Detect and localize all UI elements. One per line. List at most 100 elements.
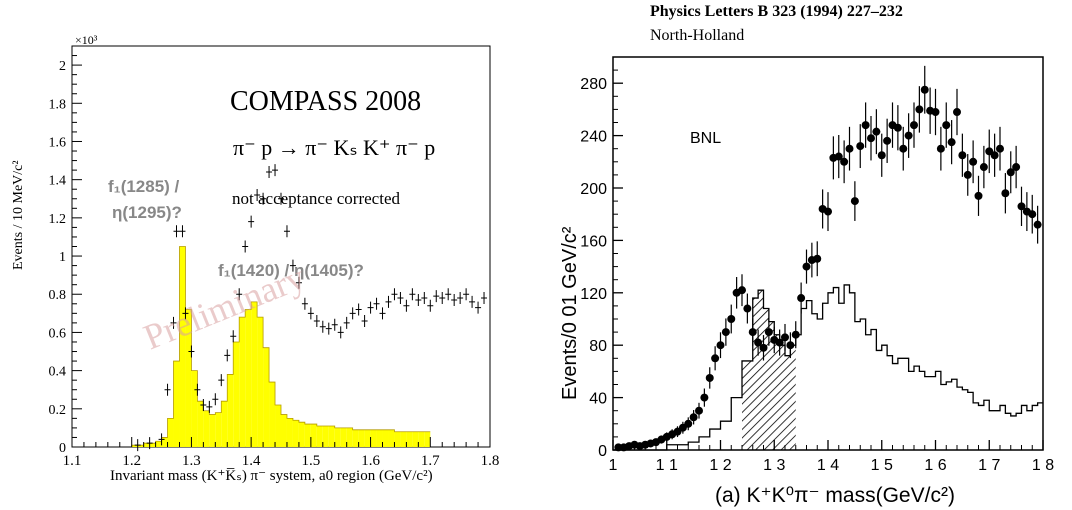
- y-tick-label: 1.8: [49, 97, 67, 112]
- histogram-bar: [424, 431, 431, 447]
- data-point: [775, 329, 784, 356]
- data-point: [200, 398, 207, 411]
- data-point: [319, 320, 326, 333]
- data-point: [379, 307, 386, 320]
- point-marker: [942, 121, 951, 130]
- data-point: [469, 295, 476, 308]
- data-point: [173, 225, 180, 238]
- histogram-bar: [418, 431, 425, 447]
- right-y-axis-label: Events/0 01 GeV/c²: [559, 226, 581, 400]
- data-point: [451, 293, 458, 306]
- histogram-bar: [221, 401, 228, 447]
- x-tick-label: 1.3: [182, 453, 201, 469]
- data-point: [421, 292, 428, 305]
- data-point: [301, 297, 308, 310]
- y-tick-label: 120: [580, 286, 607, 303]
- data-point: [738, 274, 746, 307]
- data-point: [254, 188, 261, 201]
- data-point: [904, 113, 913, 158]
- histogram-bar: [131, 445, 138, 447]
- data-point: [158, 433, 165, 446]
- point-marker: [936, 144, 945, 153]
- point-marker: [947, 138, 956, 147]
- histogram-bar: [185, 309, 192, 447]
- data-point: [813, 241, 822, 277]
- y-tick-label: 1.2: [49, 212, 67, 227]
- histogram-bar: [310, 424, 317, 447]
- data-point: [212, 393, 219, 406]
- right-x-axis-label: (a) K⁺K⁰π⁻ mass(GeV/c²): [715, 484, 955, 507]
- data-point: [433, 290, 440, 303]
- x-tick-label: 1 5: [871, 457, 893, 474]
- y-tick-label: 80: [589, 338, 607, 355]
- data-point: [463, 288, 470, 301]
- x-tick-label: 1.7: [421, 453, 440, 469]
- histogram-bar: [322, 425, 329, 447]
- histogram-bar: [191, 370, 198, 447]
- right-chart: Physics Letters B 323 (1994) 227–232 Nor…: [559, 3, 1054, 507]
- data-point: [877, 133, 886, 177]
- x-tick-label: 1.5: [301, 453, 320, 469]
- histogram-outline: [131, 246, 431, 447]
- left-chart: 1.1 1.2 1.3 1.4 1.5 1.6 1.7 1.8 0 0.2 0.4 0.6 0.8 1 1.…: [11, 33, 499, 484]
- data-point: [872, 109, 881, 155]
- point-marker: [910, 121, 918, 130]
- data-point: [260, 192, 267, 205]
- data-point: [856, 124, 865, 169]
- data-point: [313, 314, 320, 327]
- histogram-bar: [209, 414, 216, 447]
- point-marker: [700, 393, 709, 402]
- histogram-bar: [263, 347, 270, 447]
- point-marker: [786, 341, 795, 350]
- point-marker: [716, 341, 725, 350]
- x-tick-label: 1.8: [481, 453, 500, 469]
- data-point: [278, 192, 284, 205]
- x-tick-label: 1: [609, 457, 618, 474]
- histogram-bar: [298, 422, 305, 447]
- histogram-bar: [161, 437, 168, 447]
- point-marker: [953, 108, 961, 117]
- data-point: [1033, 205, 1042, 244]
- point-marker: [813, 254, 822, 263]
- point-marker: [920, 85, 929, 94]
- point-marker: [748, 328, 757, 337]
- data-point: [743, 293, 752, 324]
- data-point: [272, 164, 279, 177]
- data-point: [361, 314, 368, 327]
- annotation-f1-1420: f₁(1420) / η(1405)?: [218, 261, 364, 280]
- histogram-bar: [155, 441, 162, 447]
- data-point: [974, 175, 983, 216]
- annotation-f1-1285-line2: η(1295)?: [112, 203, 182, 222]
- data-point: [385, 295, 392, 308]
- point-marker: [738, 286, 746, 295]
- data-point: [134, 439, 141, 452]
- point-marker: [791, 330, 800, 339]
- data-point: [427, 299, 434, 312]
- point-marker: [711, 354, 720, 363]
- point-marker: [974, 191, 983, 200]
- y-tick-label: 1.6: [49, 135, 67, 150]
- histogram-bar: [167, 418, 174, 447]
- point-marker: [797, 294, 806, 303]
- point-marker: [705, 373, 714, 382]
- histogram-bar: [292, 420, 299, 447]
- histogram-bar: [245, 309, 252, 447]
- histogram-bar: [304, 424, 311, 447]
- data-point: [781, 323, 789, 351]
- histogram-bar: [388, 429, 395, 447]
- point-marker: [721, 328, 730, 337]
- point-marker: [684, 419, 693, 428]
- x-tick-label: 1.1: [63, 453, 82, 469]
- point-marker: [856, 142, 865, 151]
- data-point: [397, 292, 404, 305]
- data-point: [367, 301, 374, 314]
- data-point: [224, 349, 231, 362]
- y-tick-label: 0.2: [49, 403, 67, 418]
- point-marker: [1017, 202, 1026, 211]
- data-point: [194, 383, 201, 396]
- data-point: [850, 181, 859, 221]
- point-marker: [802, 262, 811, 271]
- histogram-bar: [215, 412, 222, 447]
- data-point: [439, 292, 446, 305]
- point-marker: [834, 152, 843, 161]
